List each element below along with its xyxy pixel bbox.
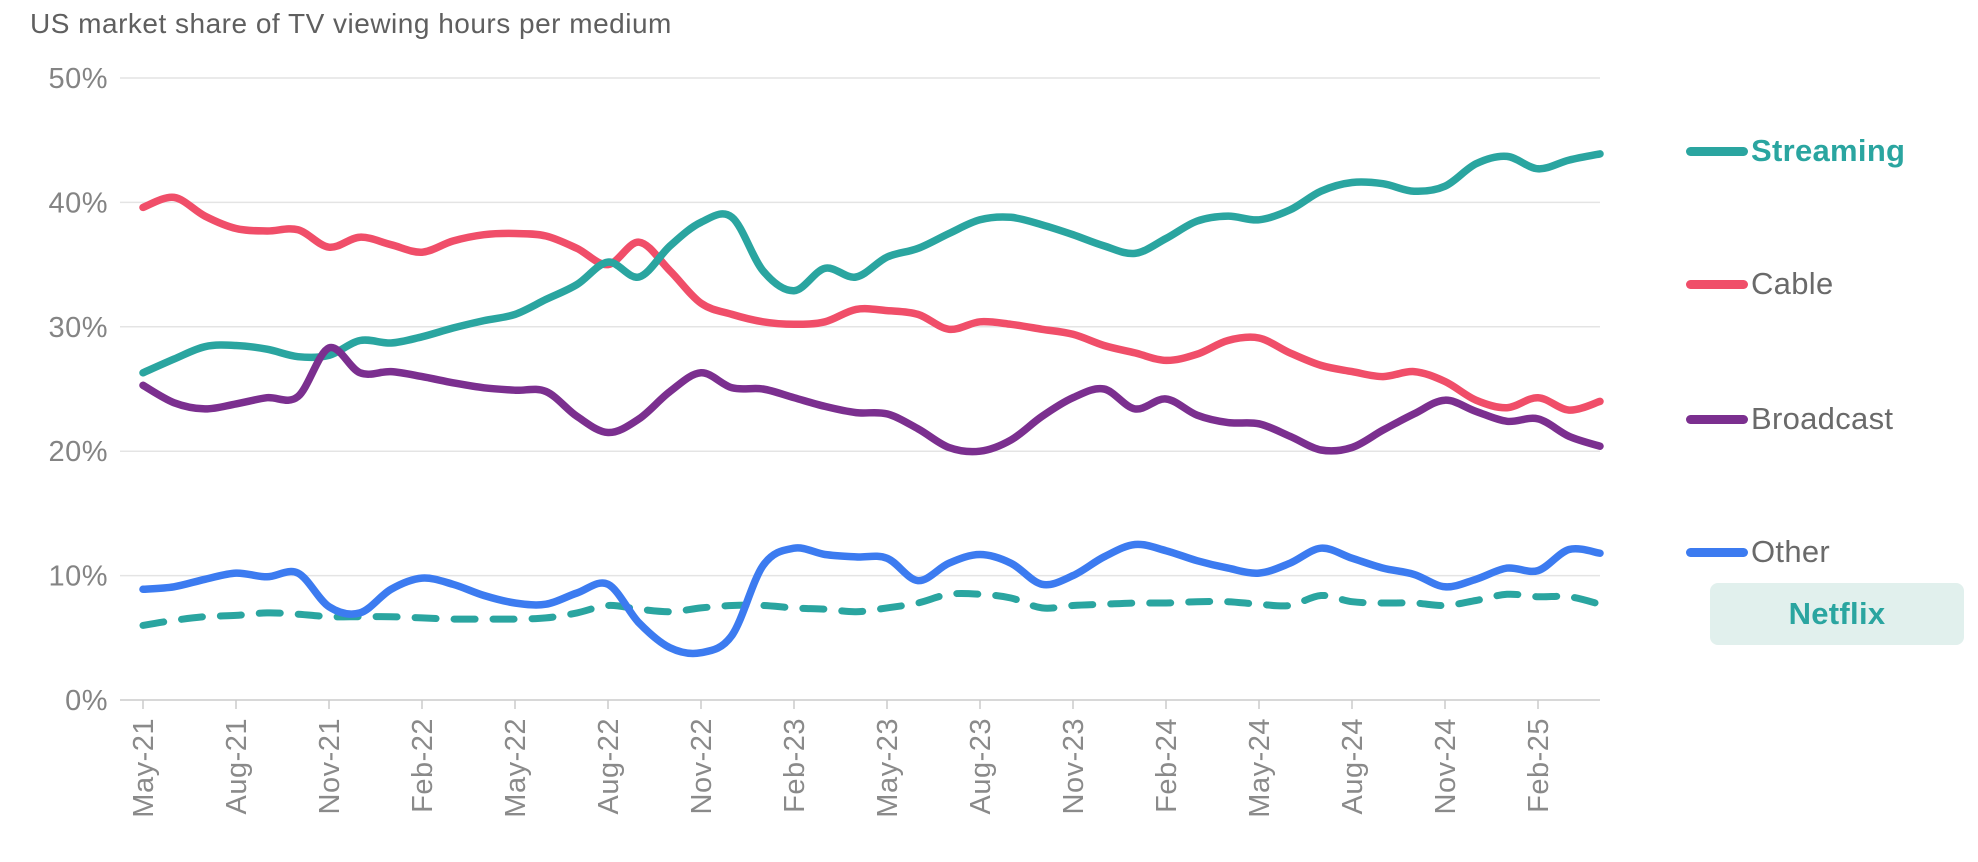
x-tick-label: May-22 bbox=[500, 718, 532, 818]
y-tick-label: 30% bbox=[48, 312, 108, 344]
streaming-line-swatch bbox=[1686, 146, 1748, 156]
x-tick-label: Nov-21 bbox=[314, 718, 346, 815]
cable-line-swatch bbox=[1686, 279, 1748, 289]
other-line-swatch bbox=[1686, 547, 1748, 557]
x-tick-label: Feb-23 bbox=[779, 718, 811, 813]
line-cable bbox=[139, 193, 1604, 414]
legend-label-streaming: Streaming bbox=[1751, 133, 1906, 168]
line-other bbox=[139, 540, 1604, 658]
y-tick-label: 10% bbox=[48, 561, 108, 593]
x-tick-label: May-21 bbox=[128, 718, 160, 818]
legend-item-cable: Cable bbox=[1686, 266, 1834, 302]
x-tick-label: May-24 bbox=[1244, 718, 1276, 818]
x-tick-label: Feb-22 bbox=[407, 718, 439, 813]
x-tick-label: May-23 bbox=[872, 718, 904, 818]
legend-label-other: Other bbox=[1751, 534, 1831, 569]
x-tick-label: Aug-23 bbox=[965, 718, 997, 815]
x-tick-label: Nov-23 bbox=[1058, 718, 1090, 815]
legend-item-other: Other bbox=[1686, 534, 1830, 570]
legend-label-broadcast: Broadcast bbox=[1751, 401, 1894, 436]
line-streaming bbox=[139, 150, 1604, 377]
legend-netflix-badge: Netflix bbox=[1710, 583, 1964, 645]
x-tick-label: Aug-24 bbox=[1337, 718, 1369, 815]
x-tick-label: Nov-22 bbox=[686, 718, 718, 815]
x-tick-label: Nov-24 bbox=[1430, 718, 1462, 815]
y-tick-label: 50% bbox=[48, 63, 108, 95]
line-netflix bbox=[139, 589, 1604, 629]
x-tick-label: Feb-24 bbox=[1151, 718, 1183, 813]
legend-item-streaming: Streaming bbox=[1686, 133, 1905, 169]
line-broadcast bbox=[139, 343, 1604, 456]
legend-item-broadcast: Broadcast bbox=[1686, 401, 1893, 437]
y-tick-label: 20% bbox=[48, 436, 108, 468]
y-tick-label: 0% bbox=[65, 685, 108, 717]
chart-title: US market share of TV viewing hours per … bbox=[30, 8, 672, 39]
legend-label-cable: Cable bbox=[1751, 266, 1834, 301]
x-tick-label: Aug-21 bbox=[221, 718, 253, 815]
broadcast-line-swatch bbox=[1686, 414, 1748, 424]
y-tick-label: 40% bbox=[48, 187, 108, 219]
x-tick-label: Aug-22 bbox=[593, 718, 625, 815]
x-tick-label: Feb-25 bbox=[1523, 718, 1555, 813]
legend: Streaming Cable Broadcast Other Netflix bbox=[1686, 0, 1978, 862]
